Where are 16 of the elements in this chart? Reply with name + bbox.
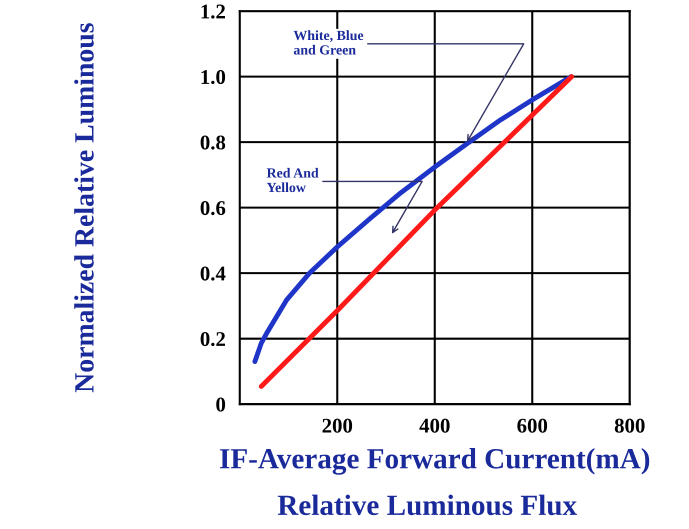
y-tick-label: 1.2 [202,4,225,19]
x-tick-label: 400 [419,418,450,433]
x-axis-title: IF-Average Forward Current(mA) [220,448,650,475]
y-tick-label: 0.8 [200,136,226,150]
y-tick-label: 0 [216,398,226,412]
annotation: White, Blue and Green [294,30,364,55]
annotation: Red And Yellow [266,168,319,192]
y-axis-title: Normalized Relative Luminous [74,23,94,392]
x-tick-label: 600 [517,418,548,433]
y-tick-label: 0.2 [200,332,225,346]
x-tick-label: 200 [322,418,352,433]
y-tick-label: 1.0 [202,70,226,84]
x-tick-label: 800 [614,418,645,433]
y-tick-label: 0.6 [200,201,226,216]
text: Relative Luminous Flux [278,494,577,516]
y-tick-label: 0.4 [200,266,226,281]
